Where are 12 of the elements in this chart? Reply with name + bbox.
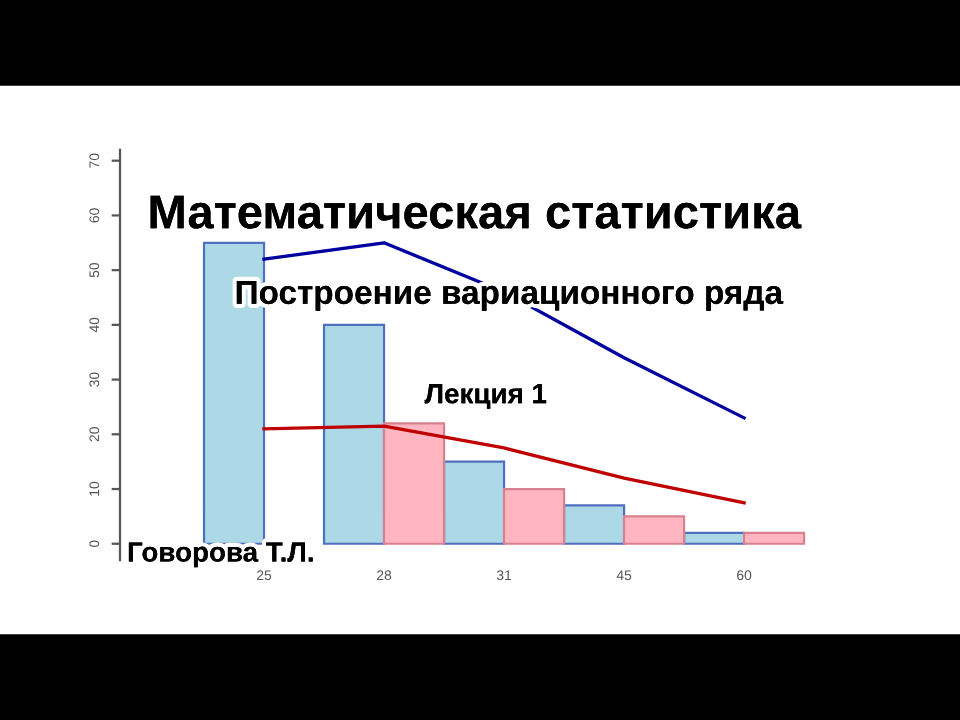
bar [742, 531, 806, 545]
bar [502, 487, 566, 545]
text: Математическая статистика [150, 195, 802, 229]
bar [322, 323, 386, 545]
bar [382, 422, 446, 545]
bar [442, 460, 506, 545]
bar [622, 515, 686, 545]
line-series [262, 424, 746, 505]
annotation: Говорова Т.Л. [128, 542, 313, 568]
annotation: Лекция 1 [424, 384, 547, 409]
bar [562, 504, 626, 545]
bar [682, 531, 746, 545]
